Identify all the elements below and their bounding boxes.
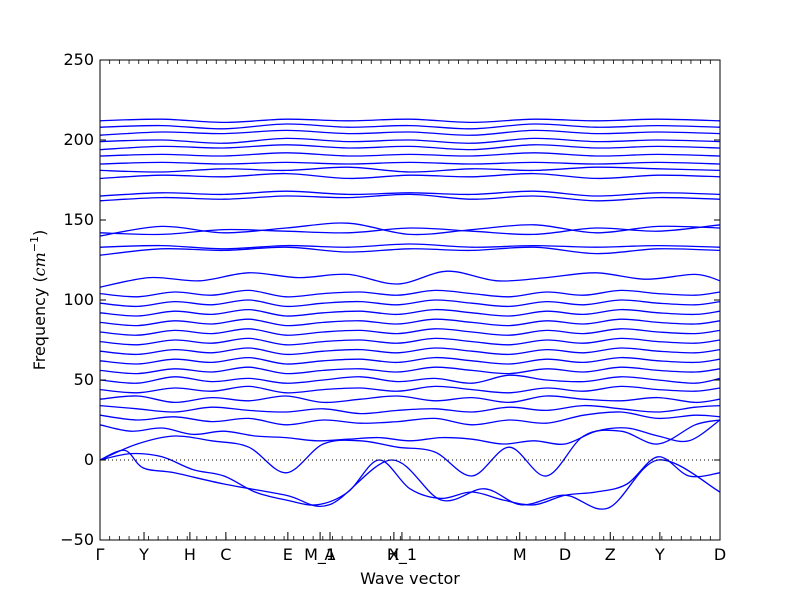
phonon-branch-9 bbox=[100, 366, 720, 375]
phonon-branch-1 bbox=[100, 452, 720, 506]
x-tick-label-10: D bbox=[559, 545, 571, 564]
x-tick-label-5: M_1 bbox=[304, 545, 336, 565]
x-tick-label-6: A bbox=[325, 545, 336, 564]
phonon-branch-8 bbox=[100, 374, 720, 384]
phonon-branch-13 bbox=[100, 328, 720, 336]
x-tick-label-1: Y bbox=[138, 545, 149, 564]
phonon-branch-11 bbox=[100, 347, 720, 356]
phonon-branch-15 bbox=[100, 308, 720, 317]
phonon-branch-28 bbox=[100, 152, 720, 157]
phonon-branch-10 bbox=[100, 356, 720, 365]
series-layer bbox=[100, 118, 720, 510]
phonon-branch-23 bbox=[100, 193, 720, 202]
y-axis-label-unit: cm bbox=[30, 252, 49, 276]
y-tick-label-0: −50 bbox=[60, 530, 94, 549]
phonon-branch-17 bbox=[100, 289, 720, 298]
phonon-branch-27 bbox=[100, 161, 720, 165]
y-tick-label-6: 250 bbox=[63, 50, 94, 69]
phonon-branch-26 bbox=[100, 166, 720, 173]
y-axis-label: Frequency (cm−1) bbox=[28, 230, 49, 371]
phonon-branch-5 bbox=[100, 404, 720, 415]
x-tick-label-8: H_1 bbox=[387, 545, 417, 565]
phonon-branch-12 bbox=[100, 337, 720, 346]
y-tick-label-2: 50 bbox=[74, 370, 94, 389]
phonon-branch-25 bbox=[100, 172, 720, 180]
x-axis: Γ Y H C E M_1A XH_1 M D Z Y D bbox=[96, 60, 726, 565]
y-axis-label-close: ) bbox=[30, 230, 49, 236]
phonon-branch-7 bbox=[100, 385, 720, 394]
x-tick-label-11: Z bbox=[605, 545, 616, 564]
x-tick-label-0: Γ bbox=[96, 545, 105, 564]
phonon-branch-14 bbox=[100, 318, 720, 327]
phonon-branch-20 bbox=[100, 243, 720, 250]
y-tick-label-1: 0 bbox=[84, 450, 94, 469]
x-tick-label-2: H bbox=[184, 545, 196, 564]
x-tick-label-12: Y bbox=[654, 545, 665, 564]
x-tick-label-3: C bbox=[220, 545, 231, 564]
phonon-branch-32 bbox=[100, 123, 720, 130]
phonon-branch-18 bbox=[100, 270, 720, 288]
x-tick-label-7: X bbox=[388, 545, 399, 564]
phonon-branch-3 bbox=[100, 419, 720, 445]
phonon-branch-0 bbox=[100, 449, 720, 510]
phonon-branch-22 bbox=[100, 224, 720, 236]
phonon-branch-6 bbox=[100, 395, 720, 404]
y-axis-label-exponent: −1 bbox=[28, 236, 41, 252]
phonon-branch-29 bbox=[100, 144, 720, 151]
y-tick-label-5: 200 bbox=[63, 130, 94, 149]
y-axis-label-text: Frequency ( bbox=[30, 276, 49, 370]
phonon-branch-4 bbox=[100, 411, 720, 426]
x-tick-label-9: M bbox=[513, 545, 527, 564]
phonon-branch-31 bbox=[100, 129, 720, 136]
y-axis: −50 0 50 100 150 200 250 bbox=[60, 50, 720, 549]
x-axis-label: Wave vector bbox=[360, 569, 460, 588]
y-tick-label-3: 100 bbox=[63, 290, 94, 309]
phonon-branch-30 bbox=[100, 137, 720, 144]
phonon-branch-2 bbox=[100, 419, 720, 477]
phonon-branch-19 bbox=[100, 246, 720, 256]
phonon-branch-33 bbox=[100, 118, 720, 124]
y-tick-label-4: 150 bbox=[63, 210, 94, 229]
phonon-branch-24 bbox=[100, 190, 720, 197]
phonon-branch-16 bbox=[100, 299, 720, 308]
x-tick-label-4: E bbox=[283, 545, 293, 564]
x-tick-label-13: D bbox=[714, 545, 726, 564]
